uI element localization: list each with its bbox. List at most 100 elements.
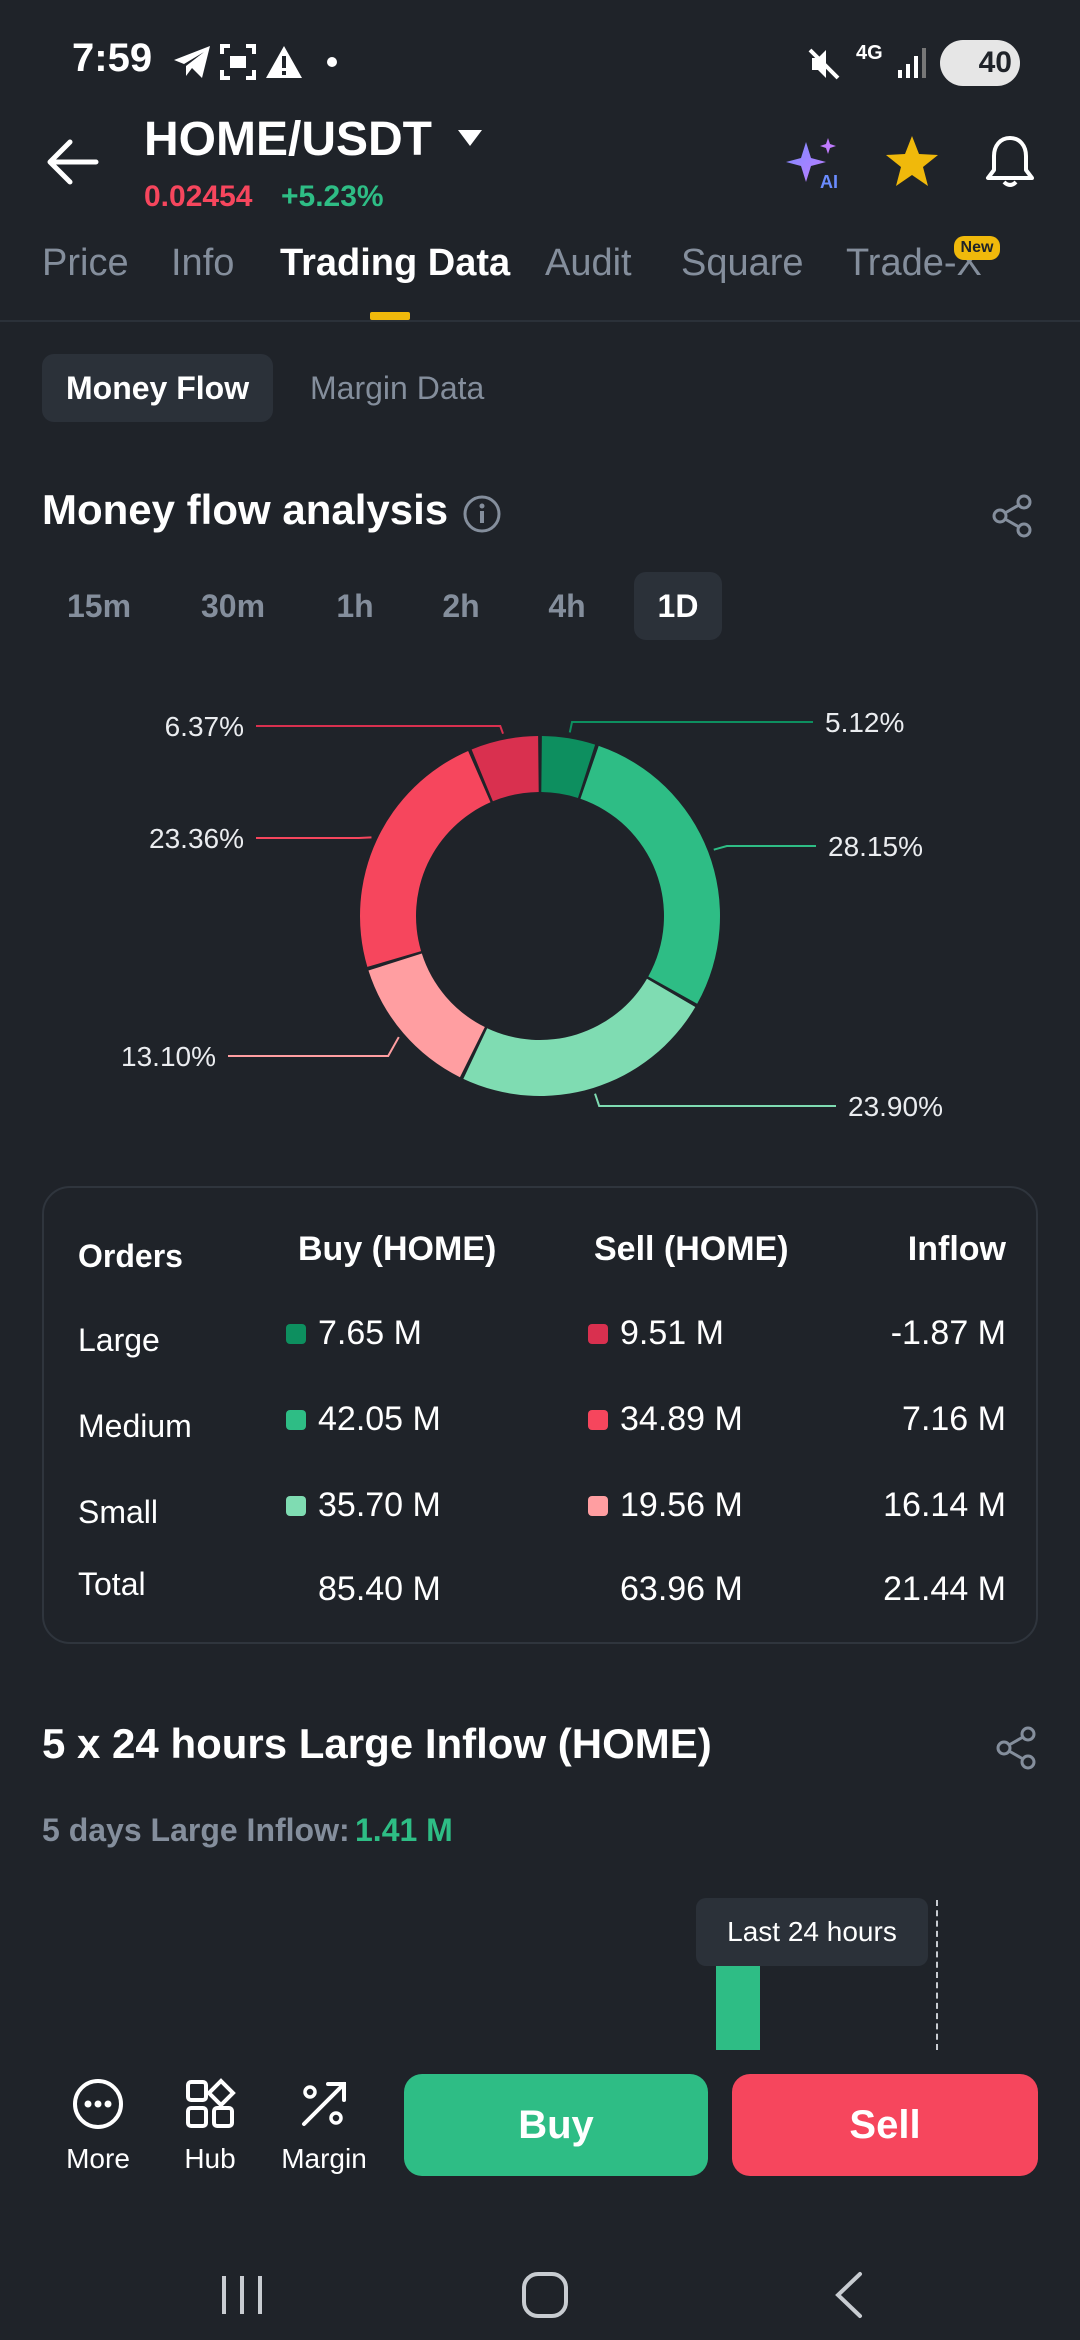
donut-slice: [463, 978, 696, 1096]
bell-icon[interactable]: [980, 132, 1040, 192]
chart-tooltip: Last 24 hours: [696, 1898, 928, 1966]
timeframe-30m[interactable]: 30m: [200, 587, 266, 624]
divider: [0, 320, 1080, 322]
info-icon[interactable]: [462, 494, 502, 534]
margin-button[interactable]: Margin: [274, 2078, 374, 2175]
slice-label: 6.37%: [165, 711, 244, 742]
row-label-medium: Medium: [78, 1408, 192, 1444]
orders-table: Orders Buy (HOME) Sell (HOME) Inflow Lar…: [42, 1186, 1038, 1644]
header-buy: Buy (HOME): [298, 1230, 497, 1268]
tab-trading-data[interactable]: Trading Data: [280, 242, 511, 284]
hub-button[interactable]: Hub: [160, 2078, 260, 2175]
inflow-small: 16.14 M: [883, 1486, 1006, 1524]
row-label-large: Large: [78, 1322, 160, 1358]
new-badge: New: [954, 236, 1000, 260]
sell-total: 63.96 M: [620, 1570, 743, 1608]
timeframe-1h[interactable]: 1h: [336, 587, 374, 624]
buy-large: 7.65 M: [318, 1314, 422, 1352]
slice-label: 5.12%: [825, 707, 904, 738]
timeframe-4h[interactable]: 4h: [548, 587, 586, 624]
sell-button[interactable]: Sell: [732, 2074, 1038, 2176]
sell-color-dot: [588, 1496, 608, 1516]
donut-slice: [471, 736, 539, 802]
notification-dot-icon: [327, 57, 337, 67]
tab-square[interactable]: Square: [681, 242, 804, 284]
slice-label: 28.15%: [828, 831, 923, 862]
buy-button[interactable]: Buy: [404, 2074, 708, 2176]
sell-color-dot: [588, 1324, 608, 1344]
screenshot-icon: [220, 44, 256, 80]
sell-color-dot: [588, 1410, 608, 1430]
section-title: Money flow analysis: [42, 486, 449, 533]
money-flow-donut-chart: 5.12% 28.15% 23.90% 13.10% 23.36% 6.37%: [121, 707, 943, 1122]
star-icon[interactable]: [882, 132, 942, 192]
tab-info[interactable]: Info: [171, 242, 235, 284]
signal-icon: [898, 48, 926, 78]
leader-line: [256, 725, 504, 735]
margin-label: Margin: [281, 2143, 367, 2174]
sell-medium: 34.89 M: [620, 1400, 743, 1438]
header-sell: Sell (HOME): [594, 1230, 789, 1268]
header-orders: Orders: [78, 1238, 183, 1274]
large-inflow-summary-label: 5 days Large Inflow:: [42, 1812, 350, 1848]
battery-indicator: 40: [940, 40, 1020, 86]
header-inflow: Inflow: [907, 1230, 1006, 1268]
status-bar: 7:59 4G 40: [0, 0, 1080, 120]
tab-audit[interactable]: Audit: [545, 242, 632, 284]
row-label-small: Small: [78, 1494, 159, 1530]
tab-bar: Price Info Trading Data Audit Square Tra…: [0, 238, 1080, 320]
donut-slice: [368, 953, 485, 1078]
back-nav-icon[interactable]: [830, 2270, 870, 2320]
price-change: +5.23%: [281, 180, 384, 213]
buy-medium: 42.05 M: [318, 1400, 441, 1438]
inflow-medium: 7.16 M: [902, 1400, 1006, 1438]
row-label-total: Total: [78, 1566, 146, 1602]
more-icon: [73, 2079, 123, 2129]
leader-line: [713, 845, 816, 851]
last-price: 0.02454: [144, 180, 253, 213]
leader-line: [568, 721, 813, 733]
ai-sparkle-icon[interactable]: AI: [784, 132, 844, 192]
buy-total: 85.40 M: [318, 1570, 441, 1608]
slice-label: 23.90%: [848, 1091, 943, 1122]
share-icon[interactable]: [990, 494, 1034, 538]
timeframe-2h[interactable]: 2h: [442, 587, 480, 624]
recent-apps-icon[interactable]: [218, 2270, 266, 2320]
tab-price[interactable]: Price: [42, 242, 129, 284]
timeframe-15m[interactable]: 15m: [66, 587, 132, 624]
telegram-icon: [174, 46, 210, 78]
chevron-down-icon[interactable]: [456, 128, 484, 148]
inflow-bar: [716, 1964, 760, 2050]
large-inflow-title: 5 x 24 hours Large Inflow (HOME): [42, 1720, 712, 1767]
back-arrow-icon[interactable]: [44, 138, 100, 186]
hub-icon: [186, 2078, 236, 2128]
timeframe-1d[interactable]: 1D: [634, 572, 722, 640]
donut-slice: [541, 736, 596, 798]
more-button[interactable]: More: [48, 2078, 148, 2175]
home-icon[interactable]: [520, 2270, 570, 2320]
leader-line: [594, 1093, 836, 1107]
buy-small: 35.70 M: [318, 1486, 441, 1524]
margin-icon: [302, 2082, 346, 2126]
svg-text:AI: AI: [820, 172, 838, 192]
leader-line: [228, 1036, 400, 1057]
slice-label: 23.36%: [149, 823, 244, 854]
network-type: 4G: [856, 42, 883, 64]
system-nav-bar: [0, 2250, 1080, 2340]
buy-color-dot: [286, 1324, 306, 1344]
sell-small: 19.56 M: [620, 1486, 743, 1524]
warning-icon: [266, 46, 302, 78]
hub-label: Hub: [184, 2143, 236, 2174]
donut-slice: [580, 745, 720, 1004]
share-icon[interactable]: [994, 1726, 1038, 1770]
active-tab-indicator: [370, 312, 410, 320]
large-inflow-chart[interactable]: Last 24 hours: [0, 1880, 1080, 2050]
crosshair-line: [936, 1900, 938, 2050]
sell-large: 9.51 M: [620, 1314, 724, 1352]
inflow-total: 21.44 M: [883, 1570, 1006, 1608]
mute-icon: [808, 48, 840, 80]
subtab-money-flow[interactable]: Money Flow: [42, 354, 274, 422]
pair-title[interactable]: HOME/USDT: [144, 113, 432, 166]
subtab-margin-data[interactable]: Margin Data: [310, 369, 485, 406]
status-time: 7:59: [72, 36, 153, 80]
